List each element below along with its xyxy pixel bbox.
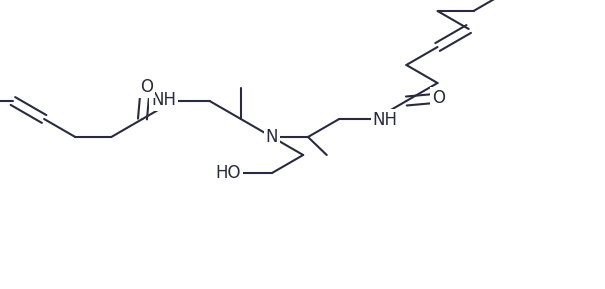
Text: O: O [140,78,153,96]
Text: NH: NH [373,111,397,129]
Text: NH: NH [151,91,176,109]
Text: O: O [432,89,445,107]
Text: N: N [266,128,278,146]
Text: HO: HO [215,164,241,182]
